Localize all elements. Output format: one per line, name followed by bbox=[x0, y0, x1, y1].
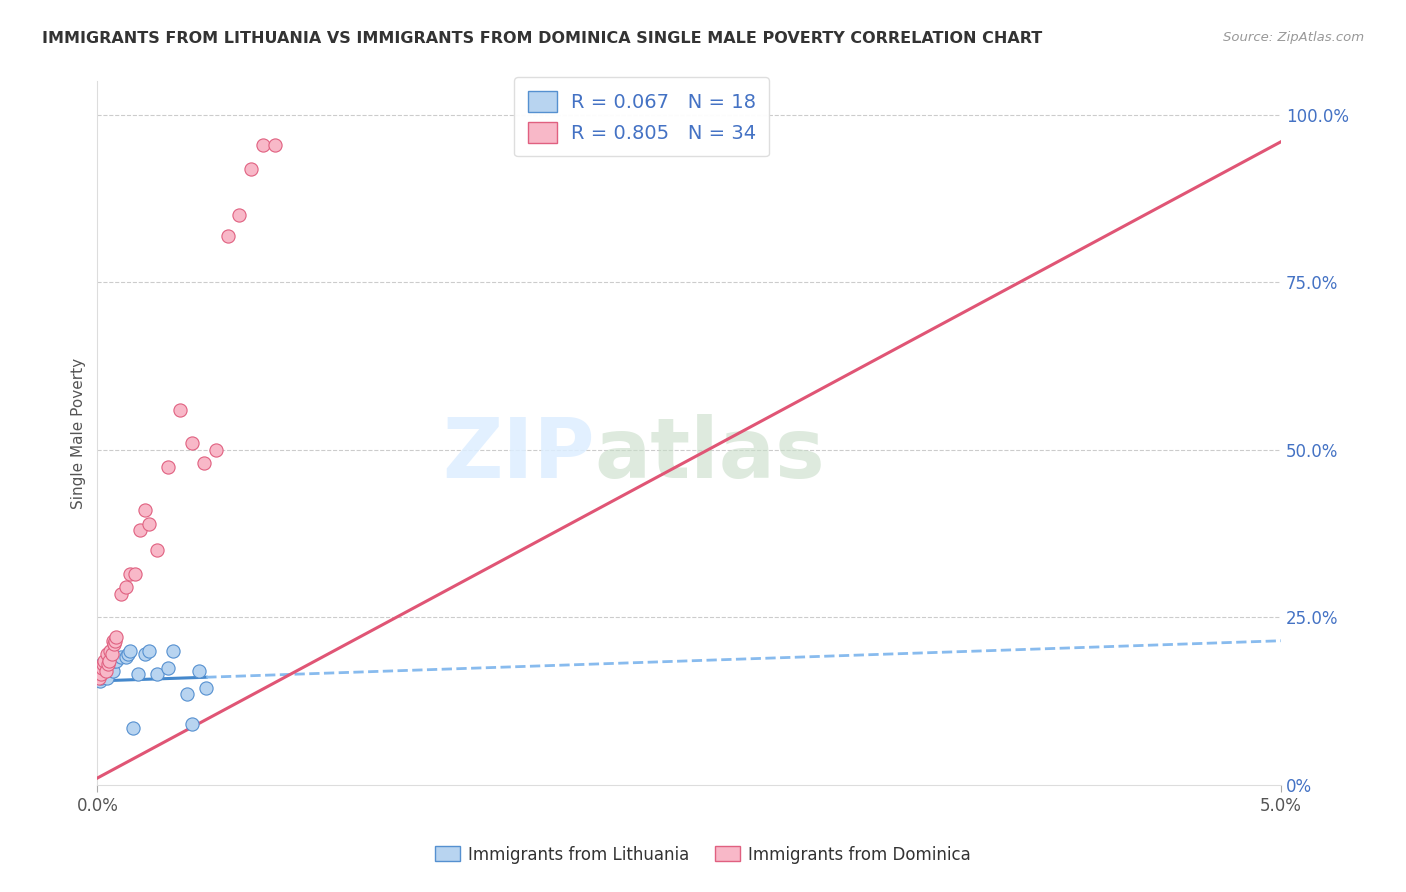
Point bbox=[176, 687, 198, 701]
Point bbox=[93, 654, 115, 668]
Point bbox=[114, 580, 136, 594]
Point bbox=[240, 161, 263, 176]
Point bbox=[90, 671, 112, 685]
Point bbox=[98, 650, 121, 665]
Point bbox=[169, 402, 191, 417]
Point bbox=[96, 671, 118, 685]
Point bbox=[110, 587, 132, 601]
Point bbox=[98, 657, 121, 672]
Text: Source: ZipAtlas.com: Source: ZipAtlas.com bbox=[1223, 31, 1364, 45]
Point bbox=[120, 644, 142, 658]
Point bbox=[138, 516, 160, 531]
Point bbox=[90, 667, 112, 681]
Point bbox=[195, 681, 218, 695]
Point bbox=[105, 631, 128, 645]
Point bbox=[101, 633, 124, 648]
Point bbox=[101, 664, 124, 678]
Point bbox=[217, 228, 239, 243]
Point bbox=[181, 717, 204, 731]
Point bbox=[121, 721, 143, 735]
Point bbox=[89, 664, 111, 678]
Point bbox=[157, 660, 180, 674]
Point bbox=[97, 660, 120, 674]
Point bbox=[145, 543, 167, 558]
Point bbox=[98, 654, 121, 668]
Point bbox=[103, 637, 125, 651]
Point bbox=[162, 644, 184, 658]
Point bbox=[91, 660, 114, 674]
Text: ZIP: ZIP bbox=[441, 414, 595, 495]
Point bbox=[89, 673, 111, 688]
Point bbox=[91, 660, 114, 674]
Point bbox=[127, 667, 149, 681]
Point bbox=[204, 442, 226, 457]
Point bbox=[105, 654, 128, 668]
Point bbox=[120, 566, 142, 581]
Point bbox=[129, 523, 152, 537]
Point bbox=[103, 654, 125, 668]
Point bbox=[94, 664, 117, 678]
Legend: R = 0.067   N = 18, R = 0.805   N = 34: R = 0.067 N = 18, R = 0.805 N = 34 bbox=[515, 77, 769, 156]
Point bbox=[96, 647, 118, 661]
Point bbox=[114, 650, 136, 665]
Text: atlas: atlas bbox=[595, 414, 825, 495]
Point bbox=[157, 459, 180, 474]
Point bbox=[110, 650, 132, 665]
Point bbox=[134, 647, 156, 661]
Point bbox=[124, 566, 146, 581]
Point bbox=[145, 667, 167, 681]
Point bbox=[134, 503, 156, 517]
Point bbox=[91, 657, 114, 672]
Point bbox=[100, 647, 122, 661]
Point bbox=[93, 664, 115, 678]
Point bbox=[98, 644, 121, 658]
Point bbox=[91, 657, 114, 672]
Point bbox=[193, 456, 215, 470]
Point bbox=[100, 647, 122, 661]
Point bbox=[87, 671, 110, 685]
Point bbox=[228, 208, 250, 222]
Point bbox=[181, 436, 204, 450]
Point bbox=[138, 644, 160, 658]
Y-axis label: Single Male Poverty: Single Male Poverty bbox=[72, 358, 86, 508]
Point bbox=[97, 657, 120, 672]
Point bbox=[94, 654, 117, 668]
Point bbox=[104, 633, 127, 648]
Point bbox=[188, 664, 211, 678]
Point bbox=[117, 647, 139, 661]
Point bbox=[87, 667, 110, 681]
Point bbox=[252, 138, 274, 153]
Point bbox=[264, 138, 287, 153]
Text: IMMIGRANTS FROM LITHUANIA VS IMMIGRANTS FROM DOMINICA SINGLE MALE POVERTY CORREL: IMMIGRANTS FROM LITHUANIA VS IMMIGRANTS … bbox=[42, 31, 1042, 46]
Legend: Immigrants from Lithuania, Immigrants from Dominica: Immigrants from Lithuania, Immigrants fr… bbox=[429, 839, 977, 871]
